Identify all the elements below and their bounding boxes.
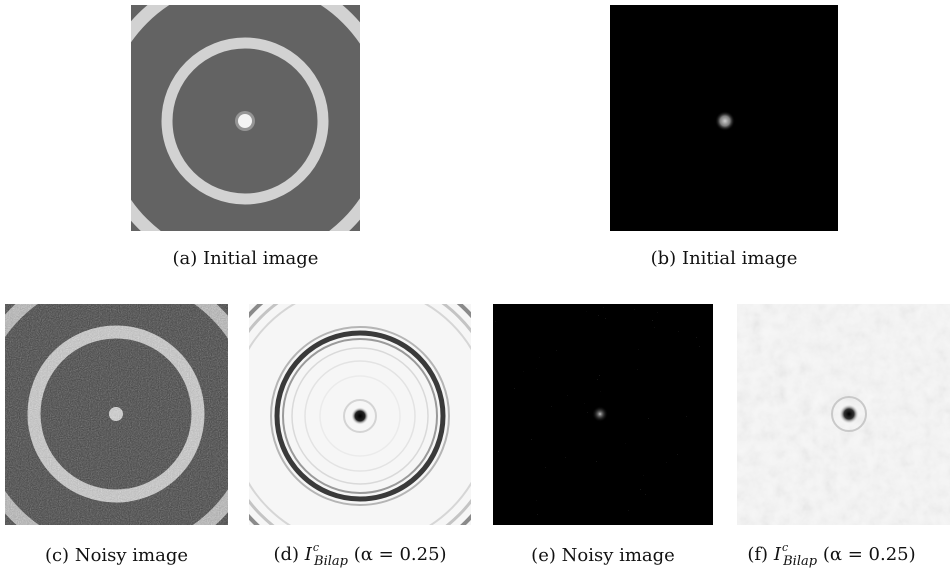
- center-dark-dot: [839, 404, 859, 424]
- initial-point-image: [610, 5, 838, 231]
- point-source: [715, 111, 735, 131]
- center-dot: [238, 114, 252, 128]
- caption-f: (f) IcBilap (α = 0.25): [747, 541, 916, 569]
- restored-point-image: [737, 304, 950, 525]
- restored-ring-image: [249, 304, 471, 525]
- noisy-point-image: [493, 304, 713, 525]
- caption-d: (d) IcBilap (α = 0.25): [273, 541, 447, 569]
- initial-ring-image: [131, 5, 360, 231]
- caption-b: (b) Initial image: [650, 248, 798, 269]
- caption-a: (a) Initial image: [172, 248, 319, 269]
- noisy-point-source: [592, 406, 608, 422]
- center-dark-dot: [351, 407, 369, 425]
- noisy-ring-image: [5, 304, 228, 525]
- inner-ring: [161, 37, 329, 205]
- outer-dark-ring: [274, 330, 446, 502]
- caption-e: (e) Noisy image: [531, 545, 675, 566]
- caption-c: (c) Noisy image: [44, 545, 189, 566]
